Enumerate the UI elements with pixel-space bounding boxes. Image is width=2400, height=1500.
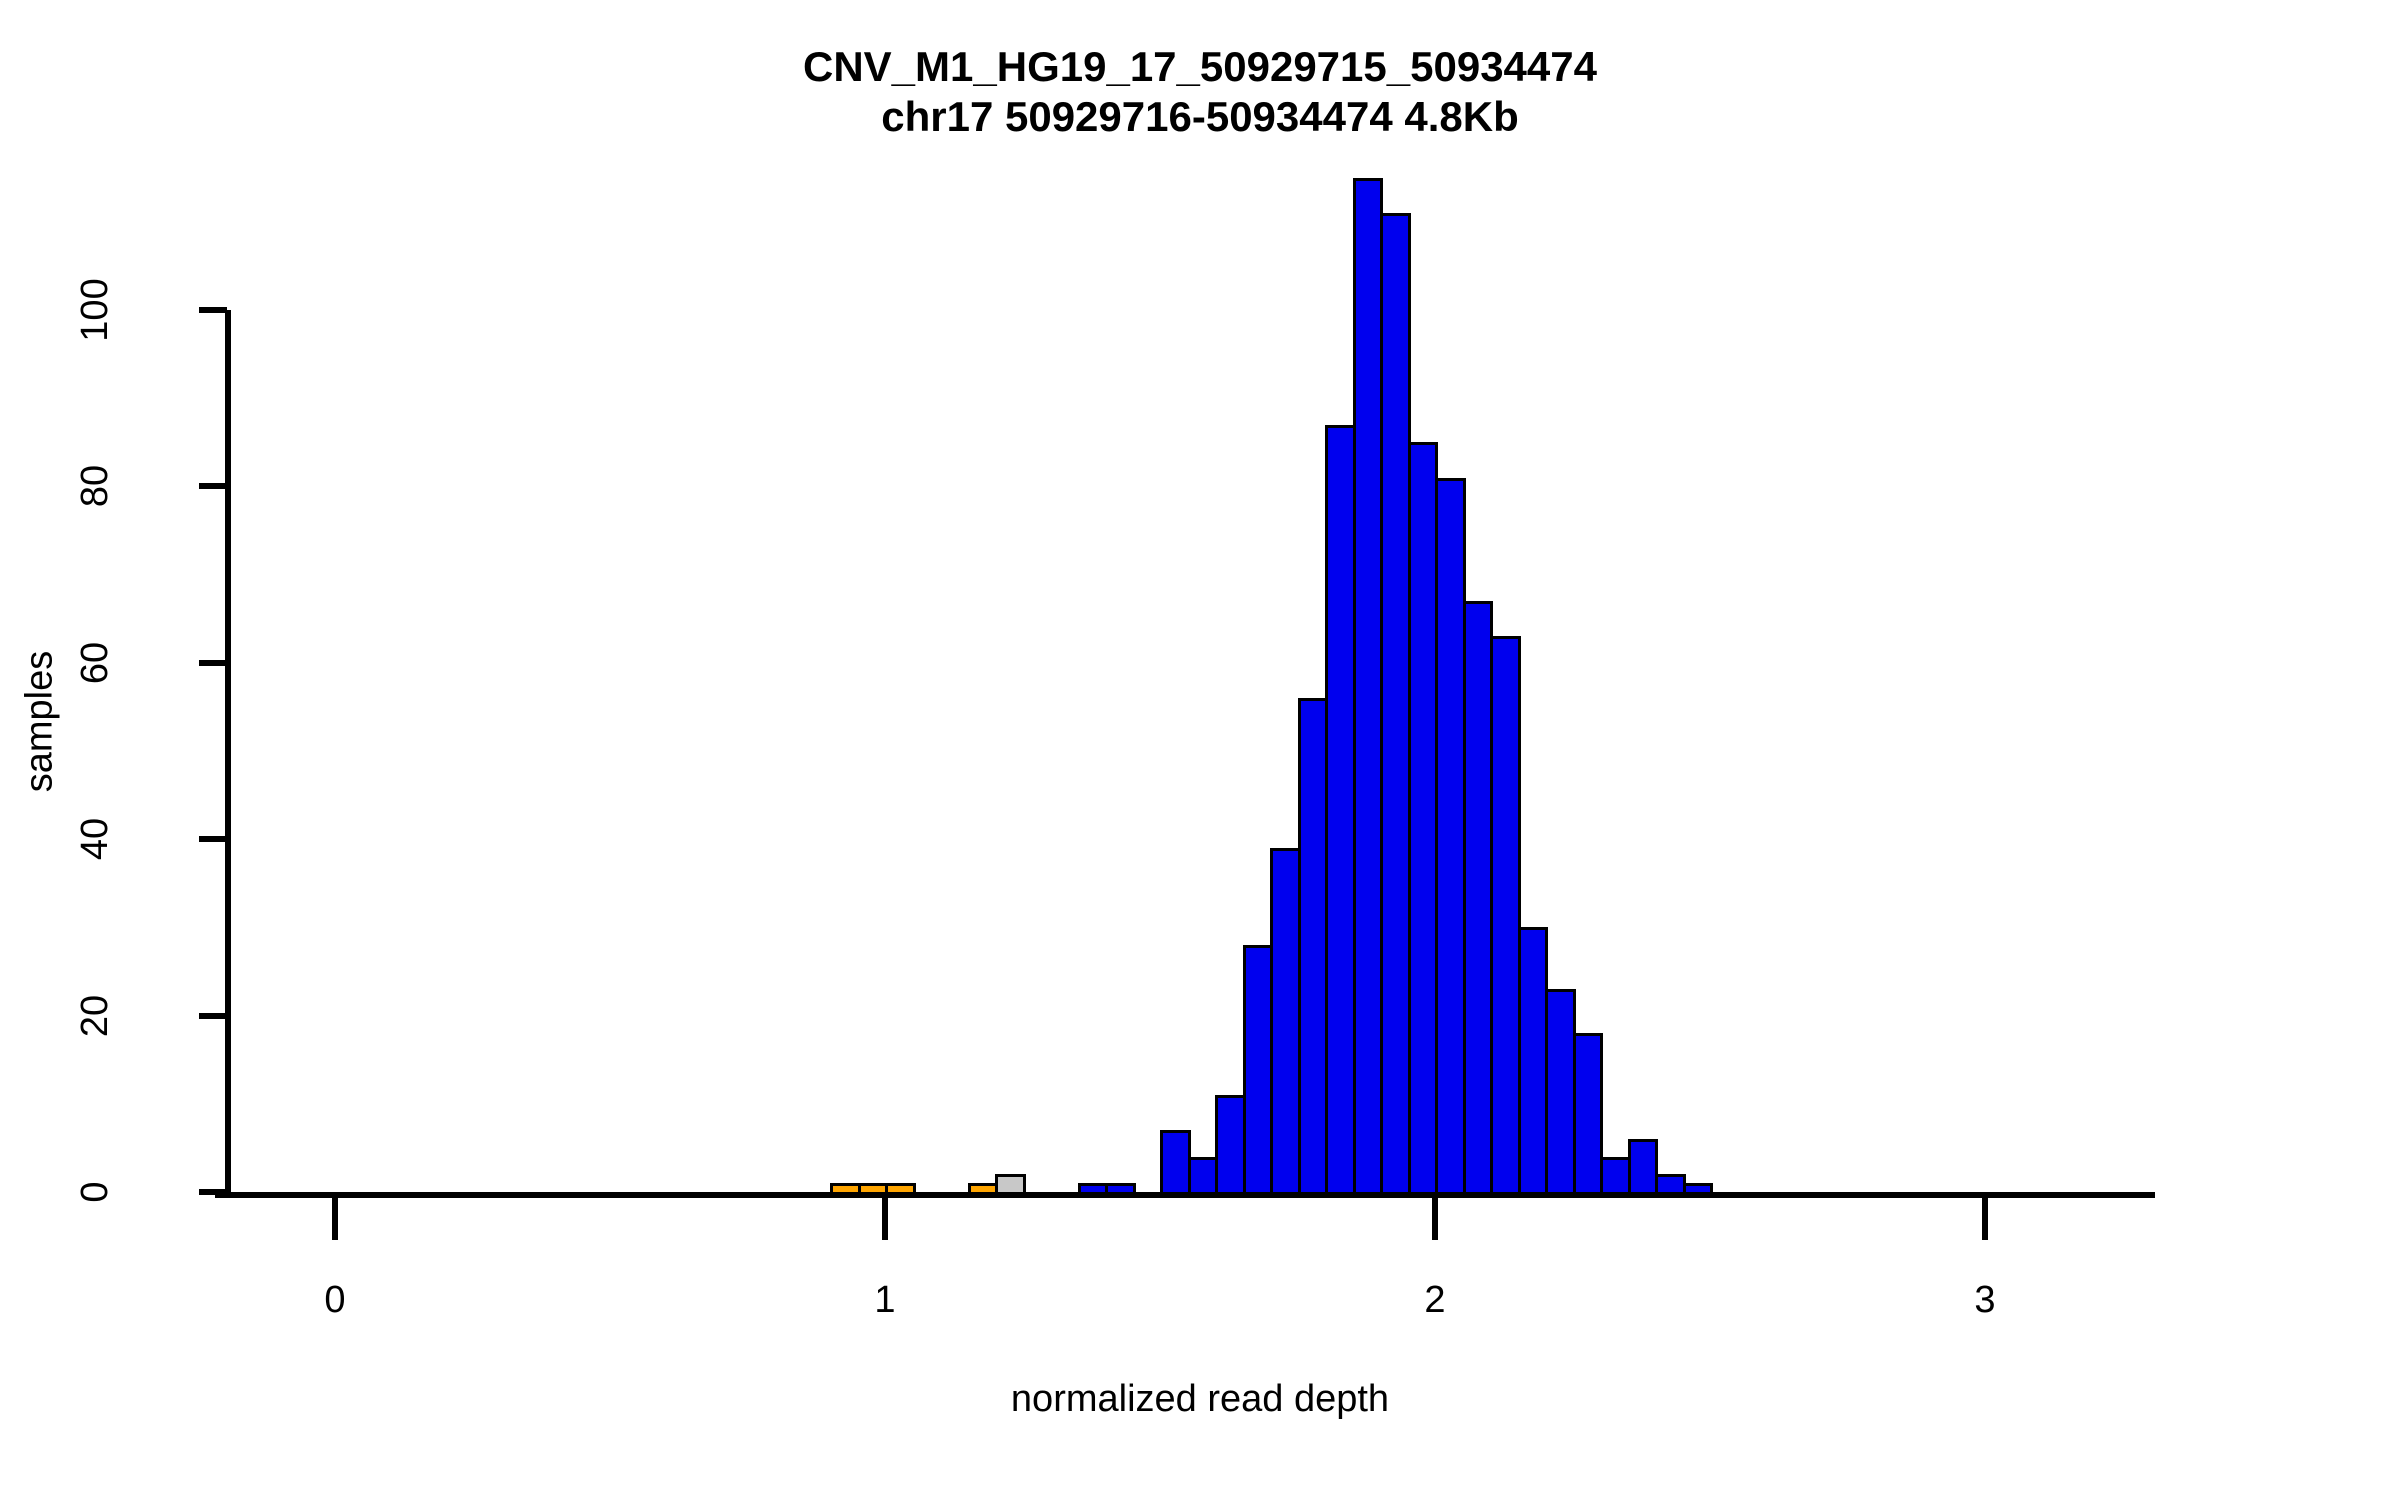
histogram-bar [1077,1183,1108,1195]
x-tick-label-0: 0 [324,1279,346,1321]
histogram-bar [1215,1094,1246,1195]
y-axis-line [225,310,231,1192]
y-tick-0 [199,1189,227,1195]
chart-title: CNV_M1_HG19_17_50929715_50934474 [803,43,1597,90]
histogram-bar [1270,848,1301,1195]
histogram-bar [1682,1183,1713,1195]
histogram-bar [1352,177,1383,1195]
y-tick-label-40: 40 [74,818,116,861]
histogram-bar [1242,945,1273,1195]
y-tick-80 [199,483,227,490]
x-axis-line [215,1192,2155,1198]
y-tick-label-20: 20 [74,994,116,1037]
histogram-bar [1297,698,1328,1195]
histogram-bar [1462,601,1493,1195]
histogram-bar [830,1183,861,1195]
y-tick-40 [199,836,227,843]
histogram-bar [1105,1183,1136,1195]
chart-title-block: CNV_M1_HG19_17_50929715_50934474 chr17 5… [0,42,2400,142]
histogram-bar [1572,1033,1603,1195]
histogram-bar [1627,1139,1658,1195]
y-axis-label: samples [18,650,61,793]
y-tick-label-80: 80 [74,465,116,508]
x-tick-2 [1432,1198,1438,1240]
chart-subtitle: chr17 50929716-50934474 4.8Kb [881,93,1519,140]
x-tick-label-3: 3 [1974,1279,1996,1321]
histogram-bar [967,1183,998,1195]
y-tick-label-60: 60 [74,641,116,684]
histogram-bar [1380,212,1411,1195]
histogram-bar [1655,1174,1686,1195]
y-tick-60 [199,659,227,666]
histogram-bar [1160,1130,1191,1195]
histogram-bar [1325,424,1356,1195]
histogram-bar [1490,636,1521,1195]
y-tick-100 [199,307,227,313]
x-tick-label-1: 1 [874,1279,896,1321]
y-tick-label-0: 0 [74,1181,116,1203]
histogram-bar [995,1174,1026,1195]
histogram-bar [1407,442,1438,1195]
y-tick-label-100: 100 [74,278,116,342]
histogram-bar [1187,1156,1218,1195]
y-tick-20 [199,1012,227,1019]
histogram-bar [885,1183,916,1195]
histogram-bar [1600,1156,1631,1195]
histogram-bar [1545,989,1576,1195]
histogram-bar [857,1183,888,1195]
x-tick-label-2: 2 [1424,1279,1446,1321]
histogram-bar [1517,927,1548,1195]
histogram-bar [1435,477,1466,1195]
x-axis-label: normalized read depth [1010,1378,1390,1420]
x-tick-3 [1982,1198,1988,1240]
x-tick-1 [882,1198,888,1240]
x-tick-0 [332,1198,338,1240]
